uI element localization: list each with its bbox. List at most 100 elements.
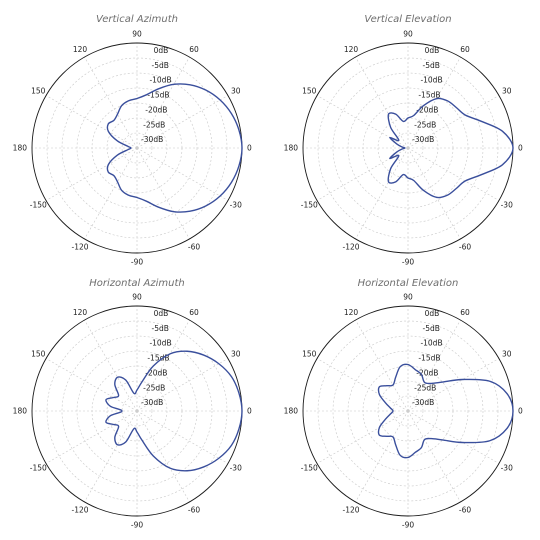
angle-tick-label: -150 (30, 201, 47, 210)
grid-spoke (45, 95, 138, 149)
grid-ring (61, 335, 213, 487)
radial-tick-label: -20dB (145, 368, 167, 377)
grid-ring (332, 72, 484, 224)
angle-tick-label: 30 (231, 87, 241, 96)
chart-title: Horizontal Azimuth (89, 278, 184, 289)
radial-tick-label: -15dB (147, 354, 169, 363)
polar-chart-2: Vertical Elevation 0 30 60 90 120 150 180 -150 -1… (284, 14, 523, 267)
angle-tick-label: 90 (132, 293, 142, 302)
angle-tick-label: -30 (230, 464, 242, 473)
grid-spoke (84, 147, 138, 240)
grid-ring (392, 395, 424, 427)
grid-spoke (84, 319, 138, 412)
angle-tick-label: 60 (189, 45, 199, 54)
angle-tick-label: -60 (188, 505, 200, 514)
angle-tick-label: 90 (403, 293, 413, 302)
radial-tick-label: -20dB (145, 105, 167, 114)
angle-tick-label: 120 (344, 308, 359, 317)
angle-tick-label: -60 (459, 242, 471, 251)
grid-ring (121, 395, 153, 427)
angle-tick-label: -120 (342, 242, 359, 251)
grid-spoke (407, 410, 500, 464)
angle-tick-label: 90 (403, 30, 413, 39)
radial-tick-label: -10dB (149, 339, 171, 348)
radial-tick-label: -5dB (152, 324, 169, 333)
radial-tick-label: -30dB (412, 135, 434, 144)
angle-tick-label: -90 (402, 521, 414, 530)
angle-tick-label: 30 (502, 87, 512, 96)
angle-tick-label: 120 (73, 45, 88, 54)
angle-tick-label: -120 (71, 505, 88, 514)
radial-tick-label: 0dB (154, 309, 169, 318)
radial-tick-label: -15dB (418, 354, 440, 363)
grid-spoke (407, 147, 500, 201)
radial-tick-label: -5dB (423, 61, 440, 70)
grid-spoke (45, 410, 138, 464)
grid-spoke (316, 95, 409, 149)
radial-tick-label: -10dB (420, 339, 442, 348)
grid-spoke (407, 95, 500, 149)
chart-title: Vertical Elevation (364, 14, 451, 25)
grid-spoke (84, 56, 138, 149)
grid-ring (61, 72, 213, 224)
angle-tick-label: 180 (284, 144, 299, 153)
angle-tick-label: 120 (344, 45, 359, 54)
angle-tick-label: -150 (301, 464, 318, 473)
angle-tick-label: 150 (31, 350, 46, 359)
radiation-pattern-line (106, 83, 243, 213)
grid-spoke (84, 410, 138, 503)
angle-tick-label: -150 (301, 201, 318, 210)
angle-tick-label: -30 (230, 201, 242, 210)
angle-tick-label: 0 (518, 407, 523, 416)
angle-tick-label: 90 (132, 30, 142, 39)
radial-tick-label: 0dB (425, 309, 440, 318)
angle-tick-label: -30 (501, 201, 513, 210)
radial-tick-label: 0dB (425, 46, 440, 55)
radial-tick-label: -25dB (143, 383, 165, 392)
grid-spoke (355, 56, 409, 149)
angle-tick-label: -90 (131, 258, 143, 267)
chart-title: Vertical Azimuth (96, 14, 178, 25)
radial-tick-label: 0dB (154, 46, 169, 55)
angle-tick-label: 60 (460, 308, 470, 317)
radial-tick-label: -10dB (149, 76, 171, 85)
angle-tick-label: -30 (501, 464, 513, 473)
radial-tick-label: -20dB (416, 105, 438, 114)
radial-tick-label: -30dB (412, 398, 434, 407)
angle-tick-label: 30 (502, 350, 512, 359)
angle-tick-label: -150 (30, 464, 47, 473)
grid-spoke (136, 358, 229, 412)
grid-spoke (136, 147, 229, 201)
radial-tick-label: -15dB (418, 91, 440, 100)
polar-chart-3: Horizontal Azimuth 0 30 60 90 120 150 180 -150 -1… (13, 278, 252, 530)
chart-title: Horizontal Elevation (358, 278, 459, 289)
grid-spoke (136, 56, 190, 149)
angle-tick-label: 60 (460, 45, 470, 54)
grid-spoke (316, 410, 409, 464)
grid-spoke (136, 410, 190, 503)
angle-tick-label: -120 (71, 242, 88, 251)
radial-tick-label: -20dB (416, 368, 438, 377)
angle-tick-label: -60 (188, 242, 200, 251)
angle-tick-label: 150 (302, 87, 317, 96)
angle-tick-label: -60 (459, 505, 471, 514)
grid-spoke (407, 319, 461, 412)
radial-tick-label: -25dB (414, 120, 436, 129)
polar-chart-4: Horizontal Elevation 0 30 60 90 120 150 180 -150… (284, 278, 523, 530)
grid-ring (332, 335, 484, 487)
radial-tick-label: -5dB (423, 324, 440, 333)
grid-spoke (407, 410, 461, 503)
grid-spoke (136, 147, 190, 240)
radial-tick-label: -30dB (141, 135, 163, 144)
grid-spoke (316, 147, 409, 201)
angle-tick-label: 60 (189, 308, 199, 317)
angle-tick-label: 0 (518, 144, 523, 153)
radial-tick-label: -10dB (420, 76, 442, 85)
angle-tick-label: -120 (342, 505, 359, 514)
radial-tick-label: -25dB (414, 383, 436, 392)
angle-tick-label: -90 (402, 258, 414, 267)
angle-tick-label: 150 (31, 87, 46, 96)
angle-tick-label: 30 (231, 350, 241, 359)
angle-tick-label: -90 (131, 521, 143, 530)
